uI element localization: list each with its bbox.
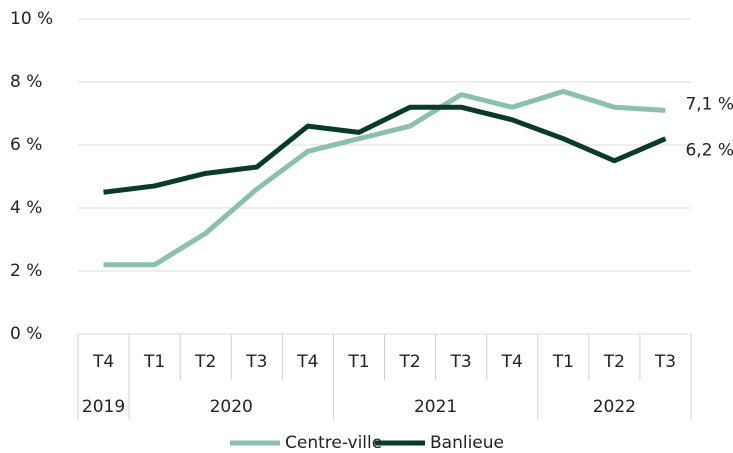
x-tick-label: T1 <box>347 352 369 372</box>
x-tick-label: T1 <box>552 352 574 372</box>
x-tick-label: T3 <box>450 352 472 372</box>
x-tick-label: T4 <box>296 352 318 372</box>
legend-label: Banlieue <box>430 433 504 453</box>
value-label: 7,1 % <box>685 94 733 114</box>
y-tick-label: 6 % <box>10 135 42 155</box>
x-tick-label: T3 <box>654 352 676 372</box>
y-tick-label: 4 % <box>10 198 42 218</box>
legend-label: Centre-ville <box>285 433 382 453</box>
x-group-label: 2020 <box>210 397 253 417</box>
x-tick-label: T3 <box>245 352 267 372</box>
x-tick-label: T4 <box>92 352 114 372</box>
x-group-label: 2019 <box>82 397 125 417</box>
x-tick-label: T2 <box>398 352 420 372</box>
x-tick-label: T2 <box>194 352 216 372</box>
y-tick-label: 8 % <box>10 72 42 92</box>
x-group-label: 2021 <box>414 397 457 417</box>
series-line <box>103 104 667 195</box>
series-line <box>103 88 666 268</box>
x-tick-label: T2 <box>603 352 625 372</box>
x-tick-label: T4 <box>501 352 523 372</box>
y-tick-label: 0 % <box>10 324 42 344</box>
x-group-label: 2022 <box>593 397 636 417</box>
x-tick-label: T1 <box>143 352 165 372</box>
y-tick-label: 2 % <box>10 261 42 281</box>
value-label: 6,2 % <box>685 141 733 161</box>
y-tick-label: 10 % <box>10 9 53 29</box>
